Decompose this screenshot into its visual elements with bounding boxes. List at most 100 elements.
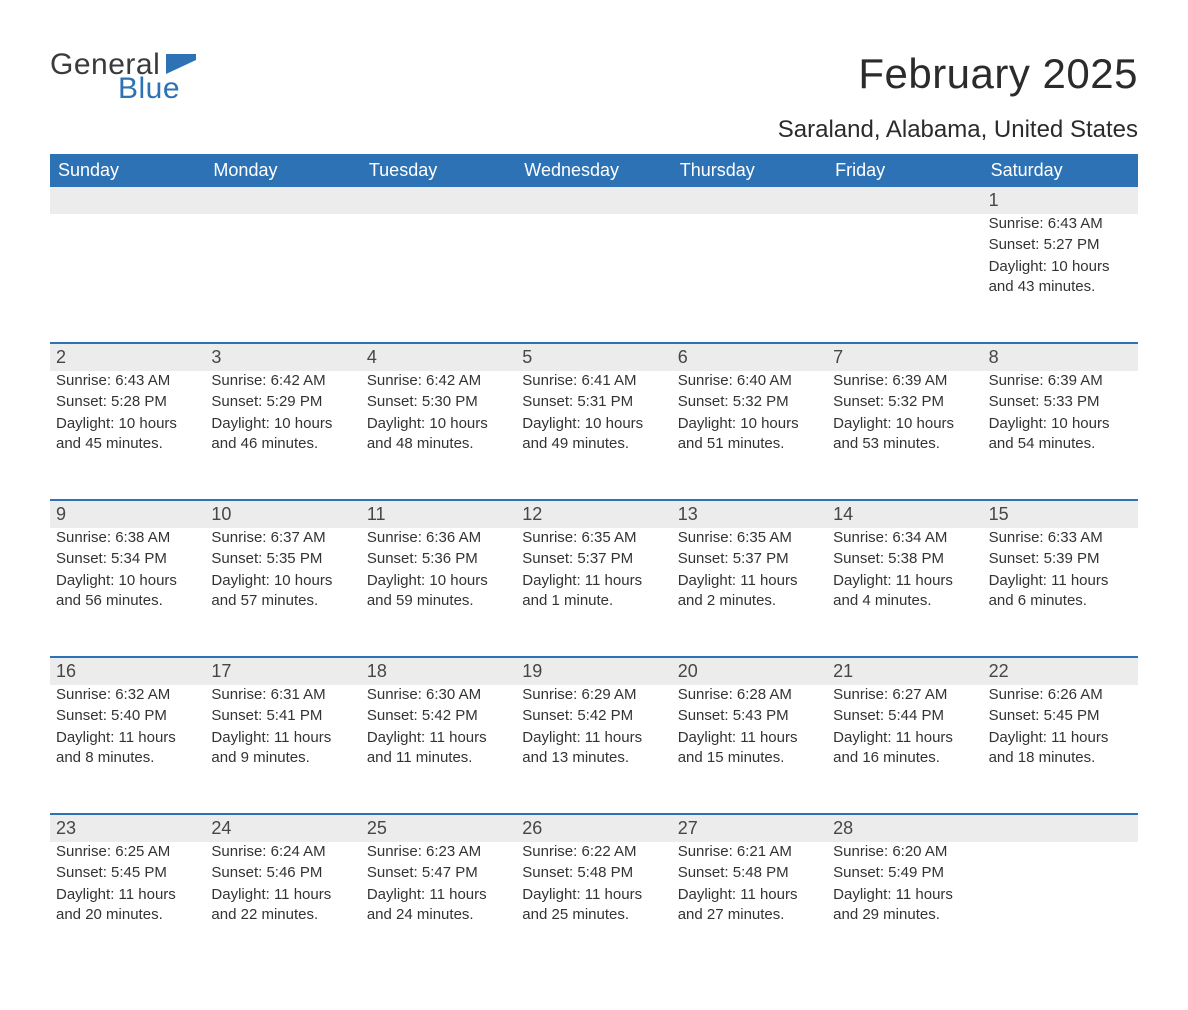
day-cell: Sunrise: 6:42 AMSunset: 5:30 PMDaylight:… (361, 371, 516, 499)
day-body: Sunrise: 6:27 AMSunset: 5:44 PMDaylight:… (829, 685, 974, 768)
daylight-text: Daylight: 11 hours and 24 minutes. (367, 885, 508, 926)
daylight-text: Daylight: 10 hours and 51 minutes. (678, 414, 819, 455)
daynum-strip: 8 (983, 342, 1138, 371)
week-row: Sunrise: 6:38 AMSunset: 5:34 PMDaylight:… (50, 528, 1138, 656)
day-body: Sunrise: 6:39 AMSunset: 5:33 PMDaylight:… (985, 371, 1130, 454)
day-cell: Sunrise: 6:20 AMSunset: 5:49 PMDaylight:… (827, 842, 982, 970)
day-number: 3 (211, 347, 221, 367)
day-cell: Sunrise: 6:41 AMSunset: 5:31 PMDaylight:… (516, 371, 671, 499)
day-body: Sunrise: 6:29 AMSunset: 5:42 PMDaylight:… (518, 685, 663, 768)
day-body: Sunrise: 6:32 AMSunset: 5:40 PMDaylight:… (52, 685, 197, 768)
day-cell: Sunrise: 6:24 AMSunset: 5:46 PMDaylight:… (205, 842, 360, 970)
daylight-text: Daylight: 11 hours and 25 minutes. (522, 885, 663, 926)
daynum-strip: 21 (827, 656, 982, 685)
daynum-strip: 17 (205, 656, 360, 685)
daylight-text: Daylight: 11 hours and 15 minutes. (678, 728, 819, 769)
location-text: Saraland, Alabama, United States (778, 116, 1138, 144)
day-number: 19 (522, 661, 542, 681)
day-number: 11 (367, 504, 386, 524)
day-number: 2 (56, 347, 66, 367)
day-cell: Sunrise: 6:22 AMSunset: 5:48 PMDaylight:… (516, 842, 671, 970)
sunset-text: Sunset: 5:45 PM (56, 863, 197, 883)
day-body: Sunrise: 6:42 AMSunset: 5:29 PMDaylight:… (207, 371, 352, 454)
daynum-strip: 1 (983, 187, 1138, 214)
week-row: Sunrise: 6:43 AMSunset: 5:27 PMDaylight:… (50, 214, 1138, 342)
sunrise-text: Sunrise: 6:20 AM (833, 842, 974, 862)
sunset-text: Sunset: 5:46 PM (211, 863, 352, 883)
week-strip: 232425262728 (50, 813, 1138, 842)
sunset-text: Sunset: 5:49 PM (833, 863, 974, 883)
day-cell: Sunrise: 6:36 AMSunset: 5:36 PMDaylight:… (361, 528, 516, 656)
day-cell: Sunrise: 6:39 AMSunset: 5:32 PMDaylight:… (827, 371, 982, 499)
day-number: 22 (989, 661, 1009, 681)
sunset-text: Sunset: 5:40 PM (56, 706, 197, 726)
sunset-text: Sunset: 5:39 PM (989, 549, 1130, 569)
daylight-text: Daylight: 10 hours and 54 minutes. (989, 414, 1130, 455)
day-number: 18 (367, 661, 387, 681)
week-row: Sunrise: 6:43 AMSunset: 5:28 PMDaylight:… (50, 371, 1138, 499)
day-number: 25 (367, 818, 387, 838)
day-cell: Sunrise: 6:25 AMSunset: 5:45 PMDaylight:… (50, 842, 205, 970)
day-body: Sunrise: 6:37 AMSunset: 5:35 PMDaylight:… (207, 528, 352, 611)
sunrise-text: Sunrise: 6:24 AM (211, 842, 352, 862)
week-strip: 2345678 (50, 342, 1138, 371)
daynum-strip: 5 (516, 342, 671, 371)
sunrise-text: Sunrise: 6:26 AM (989, 685, 1130, 705)
daylight-text: Daylight: 11 hours and 8 minutes. (56, 728, 197, 769)
sunset-text: Sunset: 5:42 PM (367, 706, 508, 726)
daynum-strip: 9 (50, 499, 205, 528)
daynum-strip: 23 (50, 813, 205, 842)
daylight-text: Daylight: 11 hours and 13 minutes. (522, 728, 663, 769)
daynum-strip: 13 (672, 499, 827, 528)
day-body: Sunrise: 6:22 AMSunset: 5:48 PMDaylight:… (518, 842, 663, 925)
sunset-text: Sunset: 5:33 PM (989, 392, 1130, 412)
daylight-text: Daylight: 10 hours and 45 minutes. (56, 414, 197, 455)
calendar: Sunday Monday Tuesday Wednesday Thursday… (50, 154, 1138, 970)
daylight-text: Daylight: 10 hours and 49 minutes. (522, 414, 663, 455)
day-number: 27 (678, 818, 698, 838)
day-body: Sunrise: 6:43 AMSunset: 5:27 PMDaylight:… (985, 214, 1130, 297)
daylight-text: Daylight: 10 hours and 48 minutes. (367, 414, 508, 455)
day-number: 5 (522, 347, 532, 367)
sunset-text: Sunset: 5:28 PM (56, 392, 197, 412)
sunrise-text: Sunrise: 6:33 AM (989, 528, 1130, 548)
daynum-strip (50, 187, 205, 214)
sunrise-text: Sunrise: 6:42 AM (211, 371, 352, 391)
day-body: Sunrise: 6:28 AMSunset: 5:43 PMDaylight:… (674, 685, 819, 768)
daynum-strip (983, 813, 1138, 842)
sunset-text: Sunset: 5:47 PM (367, 863, 508, 883)
daylight-text: Daylight: 11 hours and 11 minutes. (367, 728, 508, 769)
day-number: 21 (833, 661, 853, 681)
sunrise-text: Sunrise: 6:29 AM (522, 685, 663, 705)
sunset-text: Sunset: 5:48 PM (678, 863, 819, 883)
sunset-text: Sunset: 5:48 PM (522, 863, 663, 883)
daylight-text: Daylight: 11 hours and 16 minutes. (833, 728, 974, 769)
daynum-strip: 2 (50, 342, 205, 371)
sunrise-text: Sunrise: 6:35 AM (522, 528, 663, 548)
daylight-text: Daylight: 10 hours and 43 minutes. (989, 257, 1130, 298)
sunset-text: Sunset: 5:43 PM (678, 706, 819, 726)
sunset-text: Sunset: 5:41 PM (211, 706, 352, 726)
daynum-strip (827, 187, 982, 214)
day-cell: Sunrise: 6:30 AMSunset: 5:42 PMDaylight:… (361, 685, 516, 813)
week-row: Sunrise: 6:25 AMSunset: 5:45 PMDaylight:… (50, 842, 1138, 970)
day-cell (516, 214, 671, 342)
sunset-text: Sunset: 5:37 PM (522, 549, 663, 569)
daylight-text: Daylight: 11 hours and 4 minutes. (833, 571, 974, 612)
sunrise-text: Sunrise: 6:43 AM (56, 371, 197, 391)
day-body: Sunrise: 6:40 AMSunset: 5:32 PMDaylight:… (674, 371, 819, 454)
day-cell: Sunrise: 6:35 AMSunset: 5:37 PMDaylight:… (516, 528, 671, 656)
sunrise-text: Sunrise: 6:22 AM (522, 842, 663, 862)
day-cell: Sunrise: 6:32 AMSunset: 5:40 PMDaylight:… (50, 685, 205, 813)
dow-thursday: Thursday (672, 154, 827, 187)
day-number: 1 (989, 190, 999, 210)
day-body: Sunrise: 6:36 AMSunset: 5:36 PMDaylight:… (363, 528, 508, 611)
sunrise-text: Sunrise: 6:41 AM (522, 371, 663, 391)
sunrise-text: Sunrise: 6:21 AM (678, 842, 819, 862)
day-number: 12 (522, 504, 542, 524)
day-body: Sunrise: 6:20 AMSunset: 5:49 PMDaylight:… (829, 842, 974, 925)
dow-friday: Friday (827, 154, 982, 187)
day-number: 10 (211, 504, 231, 524)
day-number: 8 (989, 347, 999, 367)
day-number: 28 (833, 818, 853, 838)
